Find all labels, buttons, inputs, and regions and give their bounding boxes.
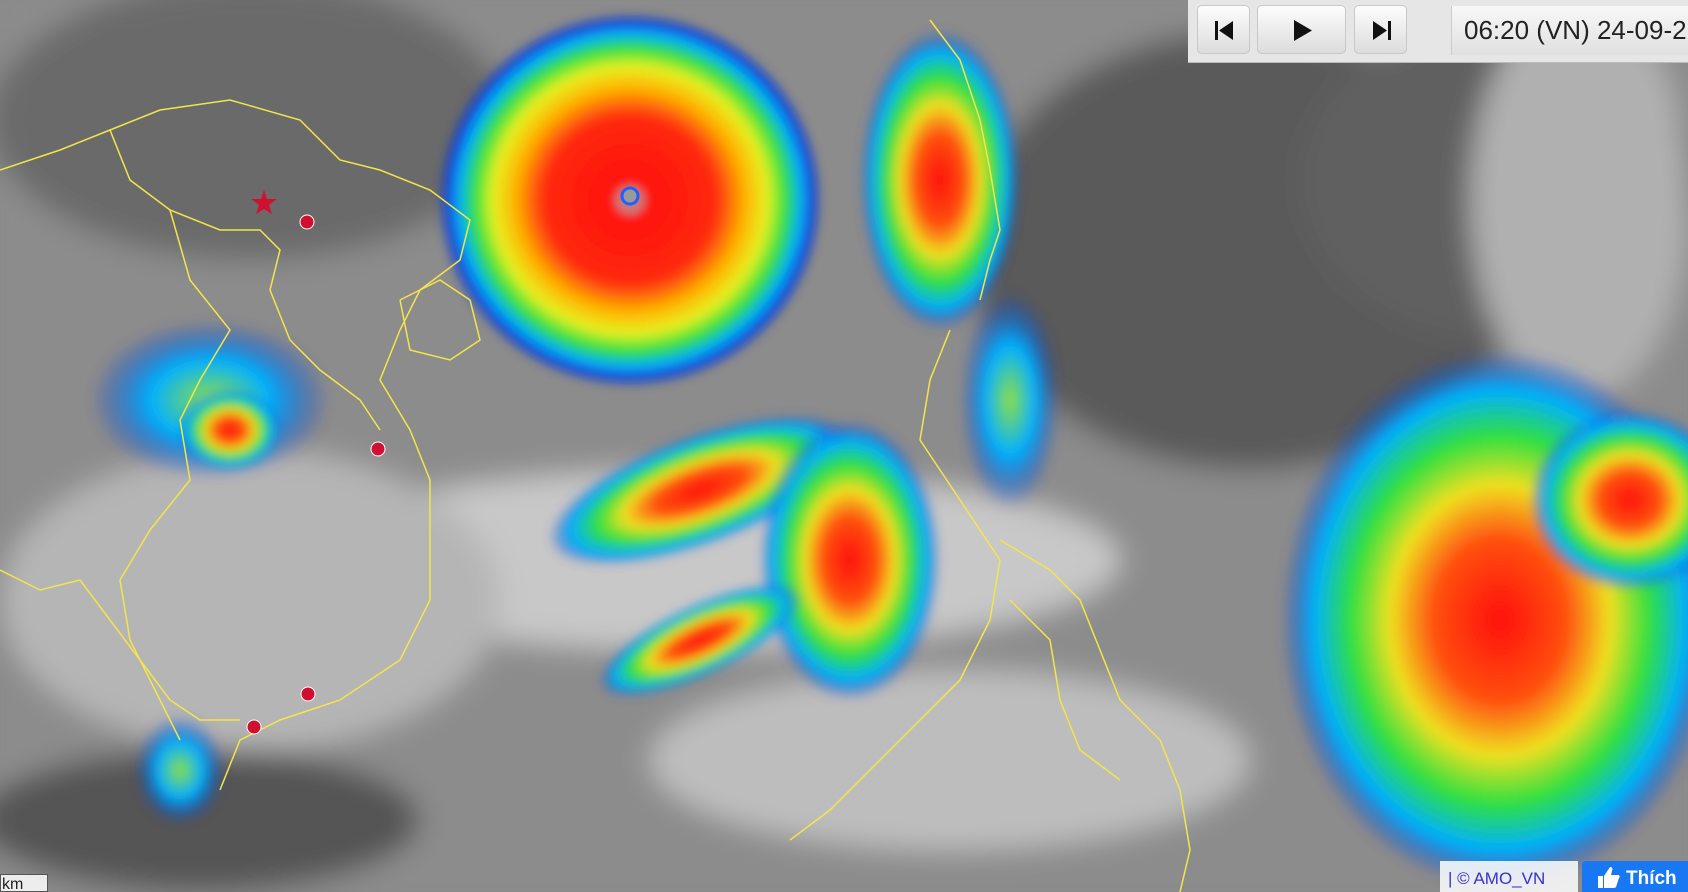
like-button[interactable]: Thích: [1582, 861, 1688, 892]
play-button[interactable]: [1257, 5, 1346, 54]
capital-marker: [251, 190, 277, 214]
like-label: Thích: [1626, 868, 1677, 889]
next-button[interactable]: [1354, 5, 1407, 54]
timestamp: 06:20 (VN) 24-09-2: [1451, 6, 1688, 55]
city-marker: [246, 719, 262, 735]
credit[interactable]: | © AMO_VN: [1440, 861, 1578, 892]
like-icon: [1598, 867, 1620, 888]
city-marker: [370, 441, 386, 457]
city-markers: [246, 190, 386, 735]
prev-button[interactable]: [1197, 5, 1250, 54]
borders: [0, 19, 1191, 892]
typhoon-eye: [620, 186, 640, 206]
city-marker: [299, 214, 315, 230]
play-icon: [1294, 20, 1312, 41]
scale-bar: km: [0, 874, 48, 892]
toolbar: 06:20 (VN) 24-09-2: [1188, 0, 1688, 63]
city-marker: [300, 686, 316, 702]
next-icon: [1373, 21, 1391, 40]
prev-icon: [1215, 21, 1233, 40]
